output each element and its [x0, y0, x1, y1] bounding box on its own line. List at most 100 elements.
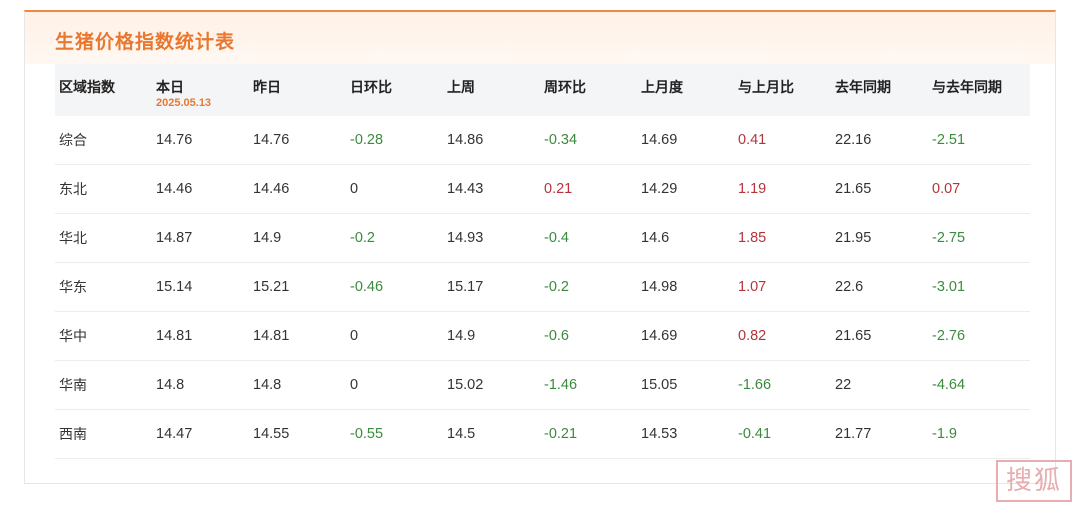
column-header-label: 区域指数 — [59, 80, 115, 96]
value-cell: -0.6 — [540, 311, 637, 361]
value-cell: 15.14 — [152, 262, 249, 312]
region-cell: 华北 — [55, 213, 152, 263]
value-cell: -1.66 — [734, 360, 831, 410]
column-header-label: 周环比 — [544, 80, 586, 96]
column-header: 与上月比 — [734, 64, 831, 116]
value-cell: 22.6 — [831, 262, 928, 312]
value-cell: 14.76 — [249, 116, 346, 165]
value-cell: 14.69 — [637, 311, 734, 361]
column-header-label: 与上月比 — [738, 80, 794, 96]
value-cell: 14.6 — [637, 213, 734, 263]
column-header: 上月度 — [637, 64, 734, 116]
watermark-stamp: 搜狐 — [996, 460, 1072, 502]
value-cell: -0.55 — [346, 409, 443, 459]
value-cell: 15.17 — [443, 262, 540, 312]
value-cell: 1.85 — [734, 213, 831, 263]
value-cell: -0.46 — [346, 262, 443, 312]
value-cell: -0.2 — [346, 213, 443, 263]
column-header: 区域指数 — [55, 64, 152, 116]
table-row: 华中 14.81 14.81 0 14.9 -0.6 14.69 0.82 21.65 -2.76 — [55, 311, 1030, 361]
header-row: 区域指数 本日 2025.05.13 昨日 日环比 上周 周环比 上月度 与上月比 去年同期 与去年… — [55, 64, 1030, 116]
value-cell: -4.64 — [928, 360, 1030, 410]
value-cell: 14.47 — [152, 409, 249, 459]
value-cell: 14.8 — [152, 360, 249, 410]
value-cell: 21.65 — [831, 311, 928, 361]
table-row: 西南 14.47 14.55 -0.55 14.5 -0.21 14.53 -0.41 21.7… — [55, 409, 1030, 459]
value-cell: 1.07 — [734, 262, 831, 312]
column-header: 与去年同期 — [928, 64, 1030, 116]
column-header: 上周 — [443, 64, 540, 116]
value-cell: 22 — [831, 360, 928, 410]
column-header: 周环比 — [540, 64, 637, 116]
table-body: 综合 14.76 14.76 -0.28 14.86 -0.34 14.69 0.41 22.1… — [55, 116, 1030, 459]
value-cell: -0.41 — [734, 409, 831, 459]
panel-header: 生猪价格指数统计表 — [25, 12, 1055, 64]
value-cell: 14.9 — [443, 311, 540, 361]
region-cell: 华中 — [55, 311, 152, 361]
value-cell: 0.41 — [734, 116, 831, 165]
value-cell: 14.87 — [152, 213, 249, 263]
value-cell: 1.19 — [734, 164, 831, 214]
value-cell: 14.76 — [152, 116, 249, 165]
region-cell: 华东 — [55, 262, 152, 312]
column-header-label: 去年同期 — [835, 80, 891, 96]
price-index-panel: 生猪价格指数统计表 区域指数 本日 2025.05.13 昨日 日环比 上周 周环比 上月度 与… — [24, 10, 1056, 484]
value-cell: 14.81 — [249, 311, 346, 361]
column-header: 去年同期 — [831, 64, 928, 116]
column-header: 日环比 — [346, 64, 443, 116]
table-row: 华北 14.87 14.9 -0.2 14.93 -0.4 14.6 1.85 21.95 -2.… — [55, 213, 1030, 263]
value-cell: 14.81 — [152, 311, 249, 361]
value-cell: -0.2 — [540, 262, 637, 312]
region-cell: 华南 — [55, 360, 152, 410]
value-cell: 14.5 — [443, 409, 540, 459]
column-header-label: 上月度 — [641, 80, 683, 96]
column-header-label: 本日 — [156, 80, 184, 96]
column-header-label: 上周 — [447, 80, 475, 96]
value-cell: 14.98 — [637, 262, 734, 312]
column-header-label: 与去年同期 — [932, 80, 1002, 96]
value-cell: 15.02 — [443, 360, 540, 410]
value-cell: -0.21 — [540, 409, 637, 459]
value-cell: 14.29 — [637, 164, 734, 214]
column-header-label: 日环比 — [350, 80, 392, 96]
value-cell: -0.4 — [540, 213, 637, 263]
value-cell: 14.93 — [443, 213, 540, 263]
value-cell: 21.77 — [831, 409, 928, 459]
value-cell: 15.21 — [249, 262, 346, 312]
value-cell: 14.43 — [443, 164, 540, 214]
value-cell: -0.28 — [346, 116, 443, 165]
value-cell: 14.46 — [249, 164, 346, 214]
value-cell: -1.9 — [928, 409, 1030, 459]
value-cell: 0.07 — [928, 164, 1030, 214]
region-cell: 东北 — [55, 164, 152, 214]
value-cell: 0.21 — [540, 164, 637, 214]
value-cell: 0 — [346, 311, 443, 361]
value-cell: -2.51 — [928, 116, 1030, 165]
table-row: 综合 14.76 14.76 -0.28 14.86 -0.34 14.69 0.41 22.1… — [55, 116, 1030, 165]
table-row: 华东 15.14 15.21 -0.46 15.17 -0.2 14.98 1.07 22.6-… — [55, 262, 1030, 312]
value-cell: -1.46 — [540, 360, 637, 410]
value-cell: 21.65 — [831, 164, 928, 214]
column-header: 本日 2025.05.13 — [152, 64, 249, 116]
value-cell: 15.05 — [637, 360, 734, 410]
table-row: 华南 14.8 14.8 0 15.02 -1.46 15.05 -1.66 22 -4.64 — [55, 360, 1030, 410]
region-cell: 综合 — [55, 116, 152, 165]
region-cell: 西南 — [55, 409, 152, 459]
value-cell: -3.01 — [928, 262, 1030, 312]
value-cell: 14.46 — [152, 164, 249, 214]
value-cell: 14.69 — [637, 116, 734, 165]
value-cell: -2.76 — [928, 311, 1030, 361]
value-cell: -2.75 — [928, 213, 1030, 263]
value-cell: 14.9 — [249, 213, 346, 263]
table-header: 区域指数 本日 2025.05.13 昨日 日环比 上周 周环比 上月度 与上月比 去年同期 与去年… — [55, 64, 1030, 116]
column-header-label: 昨日 — [253, 80, 281, 96]
value-cell: 22.16 — [831, 116, 928, 165]
value-cell: 14.55 — [249, 409, 346, 459]
value-cell: 14.53 — [637, 409, 734, 459]
table-row: 东北 14.46 14.46 0 14.43 0.21 14.29 1.19 21.65 0.07 — [55, 164, 1030, 214]
value-cell: 14.8 — [249, 360, 346, 410]
value-cell: -0.34 — [540, 116, 637, 165]
value-cell: 0 — [346, 360, 443, 410]
value-cell: 0.82 — [734, 311, 831, 361]
value-cell: 0 — [346, 164, 443, 214]
